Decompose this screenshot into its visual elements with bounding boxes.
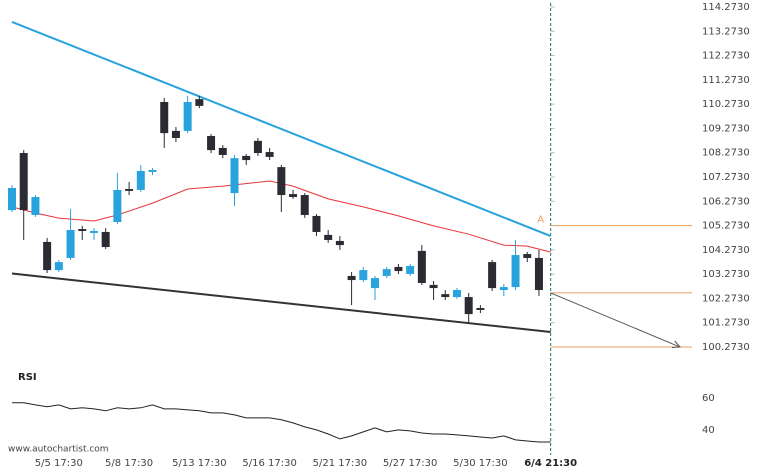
candle-body <box>324 234 333 240</box>
arrow-head <box>671 340 682 348</box>
candle-body <box>125 188 134 191</box>
candle-body <box>406 265 415 274</box>
support-line <box>11 272 551 333</box>
y-tick-label: 100.2730 <box>702 342 750 353</box>
candle-body <box>43 241 52 271</box>
candle-body <box>359 270 368 281</box>
y-tick-label: 109.2730 <box>702 123 750 134</box>
candle-body <box>207 136 216 151</box>
y-tick-label: 102.2730 <box>702 293 750 304</box>
x-tick-label: 6/4 21:30 <box>524 458 577 469</box>
rsi-line <box>12 402 551 443</box>
x-tick-label: 5/8 17:30 <box>105 458 153 469</box>
candle-body <box>66 230 75 258</box>
y-tick-label: 112.2730 <box>702 51 750 62</box>
candle-body <box>101 231 110 248</box>
candle-body <box>136 170 145 190</box>
candle-body <box>19 153 28 211</box>
y-tick-label: 104.2730 <box>702 245 750 256</box>
candle-body <box>230 158 239 194</box>
candle-body <box>113 189 122 223</box>
candle-body <box>534 257 543 291</box>
y-tick-label: 101.2730 <box>702 318 750 329</box>
y-tick-label: 107.2730 <box>702 172 750 183</box>
candle-body <box>195 99 204 106</box>
rsi-tick-label: 40 <box>702 425 715 436</box>
candle-body <box>289 194 298 197</box>
candle-body <box>476 307 485 310</box>
y-tick-label: 111.2730 <box>702 75 750 86</box>
candle-body <box>347 275 356 281</box>
y-tick-label: 103.2730 <box>702 269 750 280</box>
candle-body <box>148 170 157 172</box>
candle-body <box>218 147 227 155</box>
candle-body <box>312 215 321 232</box>
candle-body <box>171 130 180 138</box>
y-tick-label: 108.2730 <box>702 148 750 159</box>
candle-body <box>78 229 87 231</box>
candle-body <box>371 278 380 289</box>
candle-body <box>488 262 497 289</box>
y-tick-label: 105.2730 <box>702 221 750 232</box>
y-tick-label: 113.2730 <box>702 26 750 37</box>
candle-body <box>394 266 403 272</box>
x-tick-label: 5/30 17:30 <box>453 458 507 469</box>
candle-body <box>382 269 391 276</box>
x-tick-label: 5/16 17:30 <box>242 458 296 469</box>
resistance-line <box>11 20 552 238</box>
candle-body <box>160 102 169 134</box>
candle-body <box>277 167 286 196</box>
candle-body <box>31 196 40 215</box>
y-tick-label: 106.2730 <box>702 196 750 207</box>
forecast-arrow <box>550 292 681 348</box>
rsi-tick-label: 60 <box>702 393 715 404</box>
candle-body <box>253 140 262 154</box>
candle-body <box>242 155 251 161</box>
source: www.autochartist.com <box>8 445 109 455</box>
candle-body <box>265 152 274 157</box>
candle-body <box>417 250 426 283</box>
candle-body <box>300 195 309 215</box>
candle-body <box>523 254 532 258</box>
candle-body <box>8 188 16 211</box>
level-label: A <box>537 215 544 226</box>
candle-body <box>452 290 461 298</box>
candle-body <box>89 230 98 233</box>
y-tick-label: 114.2730 <box>702 2 750 13</box>
x-tick-label: 5/13 17:30 <box>172 458 226 469</box>
candle-body <box>54 262 63 271</box>
x-tick-label: 5/5 17:30 <box>35 458 83 469</box>
rsi-title: RSI <box>18 372 37 383</box>
candle-body <box>464 297 473 315</box>
candle-body <box>183 102 192 131</box>
candle-body <box>335 240 344 246</box>
candle-body <box>511 255 520 288</box>
y-tick-label: 110.2730 <box>702 99 750 110</box>
candle-body <box>441 294 450 298</box>
x-tick-label: 5/27 17:30 <box>383 458 437 469</box>
candle-body <box>429 284 438 289</box>
x-tick-label: 5/21 17:30 <box>313 458 367 469</box>
candle-body <box>499 287 508 291</box>
